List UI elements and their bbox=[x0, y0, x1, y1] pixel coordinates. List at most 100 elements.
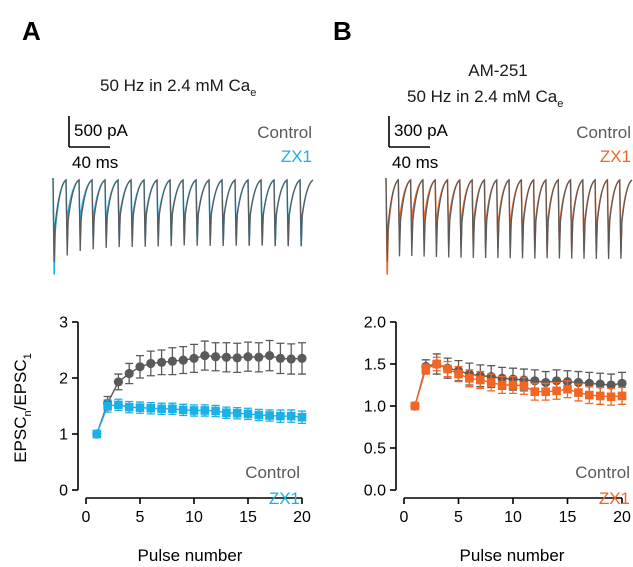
panel-a-series-zx1-point bbox=[92, 429, 102, 439]
panel-b-series-zx1-point bbox=[563, 384, 572, 394]
panel-b-plot: 0.0 0.5 1.0 1.5 2.0 0 5 10 15 20 bbox=[364, 315, 631, 527]
panel-a-x-tick-label: 10 bbox=[185, 509, 203, 526]
panel-a-y-tick-label: 0 bbox=[59, 483, 68, 500]
panel-a-x-tick-label: 15 bbox=[239, 509, 257, 526]
panel-b-series-zx1-point bbox=[541, 387, 550, 397]
panel-b-legend-zx1: ZX1 bbox=[599, 489, 630, 508]
panel-a-y-axis-label: EPSCn/EPSC1 bbox=[11, 353, 34, 463]
panel-b-series-zx1-point bbox=[530, 387, 540, 397]
panel-b-series-zx1 bbox=[410, 356, 627, 411]
panel-b-series-control-point bbox=[606, 380, 616, 390]
panel-b-series-control-point bbox=[617, 378, 627, 388]
panel-a-series-zx1-point bbox=[232, 408, 242, 418]
panel-a-x-tick-label: 20 bbox=[293, 509, 311, 526]
panel-a-series-control-point bbox=[146, 358, 156, 369]
panel-a-plot: 0 1 2 3 0 5 10 15 20 bbox=[59, 315, 311, 527]
panel-b-x-tick-label: 15 bbox=[559, 509, 577, 526]
panel-b-series-zx1-point bbox=[617, 391, 627, 401]
panel-b-y-tick-label: 1.0 bbox=[364, 399, 386, 416]
panel-b-scale-time: 40 ms bbox=[392, 153, 438, 172]
panel-b-series-zx1-point bbox=[476, 375, 485, 385]
panel-b-series-zx1-point bbox=[574, 388, 583, 397]
panel-a-series-control-point bbox=[200, 351, 210, 361]
panel-a-series-control-point bbox=[157, 357, 167, 367]
panel-b-series-zx1-point bbox=[497, 380, 507, 390]
panel-a-series-zx1-point bbox=[178, 405, 188, 415]
panel-b-series-zx1-point bbox=[443, 364, 452, 374]
panel-a-series-control-point bbox=[167, 356, 177, 366]
panel-a-scale-amplitude: 500 pA bbox=[74, 121, 129, 140]
panel-b-series-control bbox=[410, 353, 627, 411]
panel-a-series-zx1-point bbox=[243, 409, 253, 419]
panel-b-series-zx1-point bbox=[585, 390, 594, 400]
panel-a-series-zx1-point bbox=[157, 404, 166, 414]
panel-a-series-control-point bbox=[232, 353, 242, 363]
panel-label-a: A bbox=[22, 16, 41, 46]
panel-a-series-control-point bbox=[113, 377, 123, 387]
panel-a-series-zx1-point bbox=[276, 411, 285, 421]
panel-b-x-tick-label: 5 bbox=[454, 509, 463, 526]
panel-b-series-zx1-point bbox=[465, 373, 474, 383]
panel-b-scale-bar: 300 pA 40 ms bbox=[388, 116, 449, 172]
panel-a-legend-zx1: ZX1 bbox=[269, 489, 300, 508]
panel-a-y-tick-label: 3 bbox=[59, 315, 68, 332]
panel-b-y-tick-label: 1.5 bbox=[364, 357, 386, 374]
panel-a-series-zx1-point bbox=[146, 403, 156, 413]
panel-a-series-zx1-point bbox=[135, 403, 145, 412]
panel-b-trace-control bbox=[385, 177, 633, 262]
panel-b-condition: 50 Hz in 2.4 mM Cae bbox=[407, 87, 563, 110]
panel-b-series-zx1-point bbox=[421, 364, 431, 374]
panel-a-trace-legend-control: Control bbox=[257, 123, 312, 142]
panel-a-axes: 0 1 2 3 0 5 10 15 20 bbox=[59, 315, 311, 527]
panel-b-scale-amplitude: 300 pA bbox=[394, 121, 449, 140]
panel-b-trace-legend-control: Control bbox=[576, 123, 631, 142]
panel-a-scale-bar: 500 pA 40 ms bbox=[68, 116, 129, 172]
panel-a-x-tick-label: 5 bbox=[136, 509, 145, 526]
panel-a-series-control bbox=[92, 339, 307, 439]
panel-a-marks bbox=[92, 339, 307, 439]
panel-a-series-control-point bbox=[211, 352, 221, 362]
panel-a-condition: 50 Hz in 2.4 mM Cae bbox=[100, 76, 256, 99]
panel-a-series-zx1-point bbox=[265, 411, 274, 420]
panel-a-series-control-point bbox=[243, 352, 253, 362]
panel-a-series-zx1 bbox=[92, 398, 307, 439]
panel-a-series-control-point bbox=[275, 353, 285, 363]
panel-b-axes: 0.0 0.5 1.0 1.5 2.0 0 5 10 15 20 bbox=[364, 315, 631, 527]
panel-b-series-control-point bbox=[584, 378, 594, 388]
panel-b-series-zx1-point bbox=[454, 369, 463, 379]
panel-b-epsc-traces bbox=[385, 177, 633, 275]
panel-a-series-control-point bbox=[135, 362, 145, 372]
panel-a-y-tick-label: 1 bbox=[59, 427, 68, 444]
panel-a-series-control-line bbox=[96, 354, 303, 435]
panel-b-legend-control: Control bbox=[575, 463, 630, 482]
panel-a-series-control-point bbox=[178, 355, 188, 365]
panel-a-legend-control: Control bbox=[245, 463, 300, 482]
panel-a-series-control-point bbox=[189, 353, 199, 363]
panel-a-series-zx1-point bbox=[297, 412, 307, 422]
panel-a-series-zx1-point bbox=[103, 401, 112, 411]
panel-a-series-zx1-point bbox=[114, 400, 123, 410]
panel-a-series-zx1-point bbox=[286, 411, 296, 421]
panel-a-trace-control bbox=[52, 177, 314, 262]
panel-b-x-tick-label: 10 bbox=[504, 509, 522, 526]
panel-a-series-zx1-point bbox=[168, 404, 177, 414]
panel-a-series-zx1-point bbox=[189, 406, 199, 415]
panel-a-x-axis-label: Pulse number bbox=[138, 546, 243, 565]
panel-a-series-control-point bbox=[124, 368, 134, 379]
panel-b-y-tick-label: 0.5 bbox=[364, 441, 386, 458]
panel-b-series-zx1-point bbox=[508, 380, 518, 390]
panel-b-x-tick-label: 0 bbox=[400, 509, 409, 526]
panel-b-series-zx1-point bbox=[519, 381, 529, 391]
panel-b-series-zx1-point bbox=[486, 378, 496, 387]
panel-b-drug-label: AM-251 bbox=[468, 61, 528, 80]
panel-a-series-control-point bbox=[265, 351, 275, 361]
panel-b-marks bbox=[410, 353, 627, 411]
panel-a-y-tick-label: 2 bbox=[59, 371, 68, 388]
panel-b-trace-legend-zx1: ZX1 bbox=[600, 147, 631, 166]
panel-b-series-zx1-point bbox=[410, 401, 420, 411]
panel-a-scale-time: 40 ms bbox=[72, 153, 118, 172]
panel-b-series-zx1-point bbox=[552, 386, 561, 396]
panel-a-epsc-traces bbox=[52, 177, 314, 275]
panel-a-series-control-point bbox=[221, 352, 231, 362]
panel-a-series-zx1-point bbox=[254, 410, 264, 420]
